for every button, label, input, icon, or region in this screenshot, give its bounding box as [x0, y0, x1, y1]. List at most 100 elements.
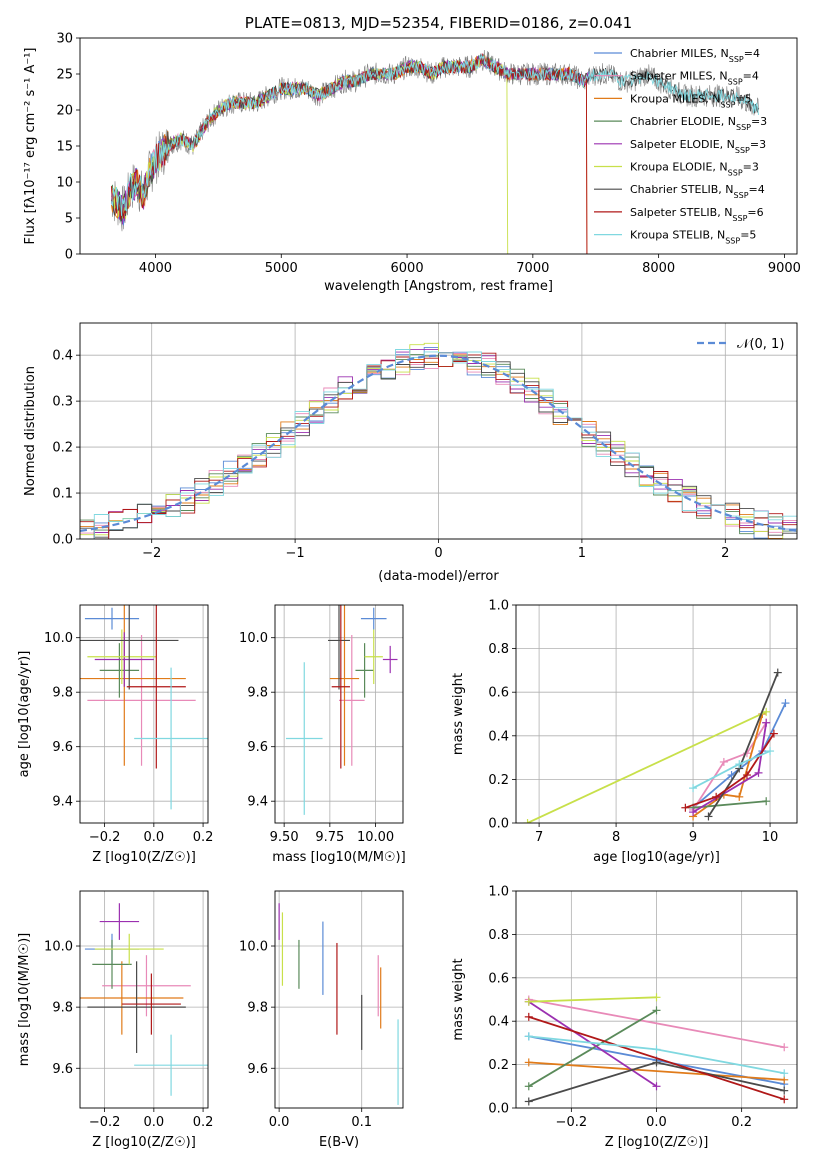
weight-vs-age-x-label: age [log10(age/yr)] [593, 850, 720, 865]
age-vs-mass-xtick-label: 10.00 [357, 830, 394, 845]
spectrum-y-label: Flux [fλ10⁻¹⁷ erg cm⁻² s⁻¹ A⁻¹] [23, 48, 38, 245]
legend-entry: Kroupa STELIB, NSSP=5 [630, 229, 756, 246]
spectrum-ytick-label: 0 [65, 248, 73, 263]
mass-vs-Z-ytick-label: 9.8 [52, 1001, 73, 1016]
age-vs-Z-xtick-label: 0.2 [193, 830, 214, 845]
weight-vs-Z-xtick-label: −0.2 [556, 1115, 588, 1130]
age-vs-Z-x-label: Z [log10(Z/Z☉)] [92, 850, 196, 865]
spectrum-ytick-label: 10 [56, 176, 73, 191]
age-vs-Z-ytick-label: 9.6 [52, 740, 73, 755]
weight-vs-age-ytick-label: 0.6 [488, 686, 509, 701]
weight-vs-age-xtick-label: 8 [612, 830, 620, 845]
normal-curve [80, 354, 797, 532]
residuals-xtick-label: −2 [142, 546, 161, 561]
spectrum-frame [79, 37, 798, 255]
legend-entry: Salpeter ELODIE, NSSP=3 [630, 138, 766, 155]
age-vs-mass-frame [274, 604, 404, 824]
mass-vs-Z-plot-area [80, 903, 208, 1096]
weight-vs-age-ytick-label: 1.0 [488, 599, 509, 614]
mass-vs-Z-x-label: Z [log10(Z/Z☉)] [92, 1135, 196, 1150]
weight-vs-age-xtick-label: 9 [689, 830, 697, 845]
model-line-kroupa-stelib [110, 53, 759, 216]
legend-entry: 𝒩(0, 1) [737, 337, 784, 352]
weight-line [685, 733, 775, 809]
weight-vs-Z-ytick-label: 0.0 [488, 1102, 509, 1117]
mass-vs-Z-y-label: mass [log10(M/M☉)] [17, 933, 32, 1066]
residuals-x-label: (data-model)/error [378, 569, 499, 584]
age-vs-Z-ytick-label: 10.0 [44, 631, 73, 646]
weight-vs-age-y-label: mass weight [451, 673, 466, 755]
weight-line [528, 1009, 657, 1088]
weight-line [693, 800, 767, 809]
residuals-ytick-label: 0.0 [52, 533, 73, 548]
mass-vs-Z-ytick-label: 10.0 [44, 940, 73, 955]
age-vs-mass-ytick-label: 10.0 [239, 631, 268, 646]
legend-entry: Salpeter MILES, NSSP=4 [630, 70, 759, 87]
weight-line [528, 1000, 657, 1088]
weight-line [528, 1016, 785, 1101]
mass-vs-EBV-x-label: E(B-V) [319, 1135, 359, 1150]
spectrum-ytick-label: 25 [56, 68, 73, 83]
weight-vs-Z-y-label: mass weight [451, 958, 466, 1040]
model-line-salpeter-stelib [110, 52, 588, 254]
spectrum-xtick-label: 6000 [391, 261, 424, 276]
spectrum-xtick-label: 8000 [642, 261, 675, 276]
weight-line [528, 996, 657, 1003]
legend-entry: Chabrier ELODIE, NSSP=3 [630, 115, 767, 132]
spectrum-ytick-label: 20 [56, 104, 73, 119]
spectrum-xtick-label: 9000 [768, 261, 801, 276]
residuals-ytick-label: 0.1 [52, 487, 73, 502]
histogram-salpeter-stelib [80, 352, 797, 539]
weight-vs-Z-plot-area [524, 993, 789, 1106]
residuals-xtick-label: 2 [721, 546, 729, 561]
legend-entry: Chabrier STELIB, NSSP=4 [630, 183, 765, 200]
mass-vs-EBV-xtick-label: 0.0 [269, 1115, 290, 1130]
mass-vs-Z-xtick-label: 0.0 [144, 1115, 165, 1130]
age-vs-Z-xtick-label: −0.2 [89, 830, 121, 845]
spectrum-ytick-label: 15 [56, 140, 73, 155]
model-line-chabrier-stelib [110, 53, 759, 222]
spectrum-plot-area [110, 49, 760, 254]
weight-line [528, 998, 785, 1049]
mass-vs-Z-frame [79, 890, 209, 1109]
mass-vs-EBV-frame [274, 890, 404, 1109]
age-vs-mass-plot-area [285, 605, 398, 815]
weight-vs-Z-ytick-label: 0.8 [488, 928, 509, 943]
residuals-y-label: Normed distribution [23, 366, 38, 496]
weight-vs-Z-frame [515, 890, 798, 1109]
spectrum-xtick-label: 4000 [139, 261, 172, 276]
mass-vs-EBV-plot-area [278, 903, 399, 1105]
residuals-ytick-label: 0.4 [52, 349, 73, 364]
residuals-xtick-label: 0 [434, 546, 442, 561]
age-vs-Z-frame [79, 604, 209, 824]
spectrum-xtick-label: 7000 [516, 261, 549, 276]
age-vs-Z-y-label: age [log10(age/yr)] [17, 651, 32, 778]
age-vs-mass-xtick-label: 9.75 [315, 830, 344, 845]
age-vs-Z-ytick-label: 9.4 [52, 795, 73, 810]
weight-vs-Z-x-label: Z [log10(Z/Z☉)] [605, 1135, 709, 1150]
mass-vs-Z-xtick-label: −0.2 [89, 1115, 121, 1130]
mass-vs-Z-xtick-label: 0.2 [193, 1115, 214, 1130]
spectrum-ytick-label: 5 [65, 212, 73, 227]
histogram-kroupa-stelib [80, 349, 797, 539]
residuals-ytick-label: 0.2 [52, 441, 73, 456]
weight-vs-age-ytick-label: 0.8 [488, 642, 509, 657]
residuals-xtick-label: −1 [286, 546, 305, 561]
mass-vs-EBV-ytick-label: 9.8 [247, 1001, 268, 1016]
weight-vs-Z-ytick-label: 0.4 [488, 1015, 509, 1030]
age-vs-mass-x-label: mass [log10(M/M☉)] [272, 850, 405, 865]
legend-entry: Chabrier MILES, NSSP=4 [630, 47, 760, 64]
mass-vs-EBV-ytick-label: 10.0 [239, 940, 268, 955]
weight-line [528, 1061, 785, 1081]
weight-vs-Z-ytick-label: 1.0 [488, 885, 509, 900]
age-vs-Z-plot-area [80, 605, 208, 810]
weight-vs-age-xtick-label: 7 [535, 830, 543, 845]
spectrum-title: PLATE=0813, MJD=52354, FIBERID=0186, z=0… [245, 14, 632, 32]
residuals-ytick-label: 0.3 [52, 395, 73, 410]
residuals-xtick-label: 1 [578, 546, 586, 561]
weight-line [692, 702, 787, 809]
legend-entry: Kroupa ELODIE, NSSP=3 [630, 161, 759, 178]
age-vs-Z-xtick-label: 0.0 [144, 830, 165, 845]
weight-vs-Z-xtick-label: 0.0 [646, 1115, 667, 1130]
